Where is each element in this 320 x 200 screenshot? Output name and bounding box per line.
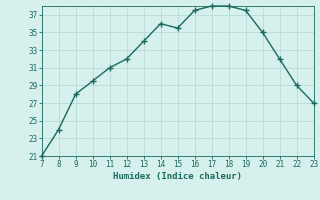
X-axis label: Humidex (Indice chaleur): Humidex (Indice chaleur) <box>113 172 242 181</box>
